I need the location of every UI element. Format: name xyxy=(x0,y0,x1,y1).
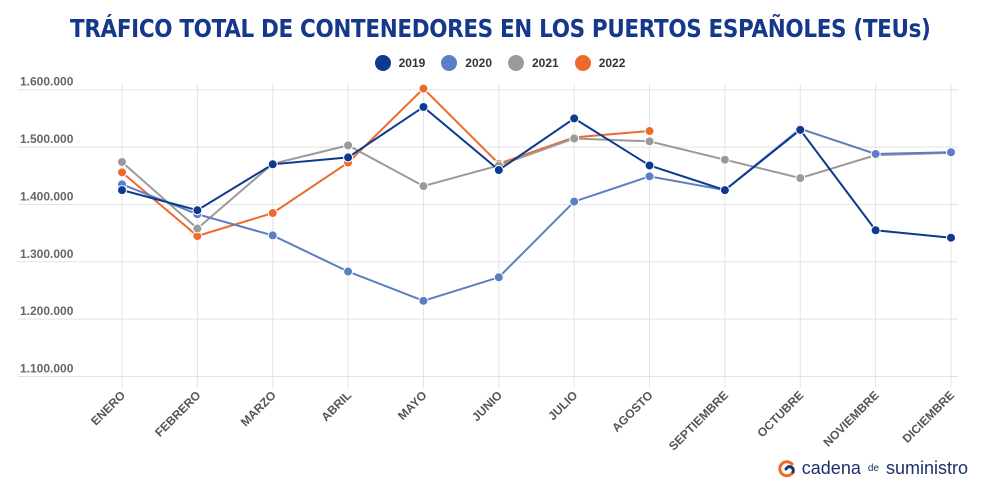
legend-swatch xyxy=(374,55,391,71)
data-point-2019 xyxy=(267,159,278,170)
data-point-2019 xyxy=(418,101,429,112)
data-point-2021 xyxy=(795,173,806,184)
data-point-2019 xyxy=(569,113,580,124)
x-tick-label: ENERO xyxy=(88,388,128,428)
legend-item-2020: 2020 xyxy=(441,55,492,71)
data-point-2021 xyxy=(192,223,203,234)
data-point-2022 xyxy=(267,208,278,219)
x-tick-label: NOVIEMBRE xyxy=(820,388,881,449)
series-line-2020 xyxy=(121,127,952,302)
data-point-2019 xyxy=(644,160,655,171)
legend-label: 2020 xyxy=(465,56,492,70)
legend-item-2021: 2021 xyxy=(508,55,559,71)
x-tick-label: FEBRERO xyxy=(152,388,203,439)
data-point-2019 xyxy=(870,225,881,236)
x-tick-label: AGOSTO xyxy=(609,388,656,435)
brand-name-part1: cadena xyxy=(801,458,861,478)
legend-swatch xyxy=(508,55,524,71)
data-point-2020 xyxy=(493,272,504,283)
data-point-2020 xyxy=(418,295,429,306)
brand-name-part2: de xyxy=(867,463,879,474)
y-tick-label: 1.500.000 xyxy=(20,132,74,146)
chart-legend: 2019 2020 2021 2022 xyxy=(0,55,1000,71)
data-point-2019 xyxy=(192,205,203,216)
x-tick-label: ABRIL xyxy=(318,388,354,424)
data-point-2020 xyxy=(946,147,956,158)
y-tick-label: 1.300.000 xyxy=(20,247,74,261)
legend-label: 2022 xyxy=(598,56,626,70)
data-point-2019 xyxy=(719,185,730,196)
data-point-2020 xyxy=(343,266,354,277)
data-point-2021 xyxy=(343,140,354,151)
series-2019 xyxy=(117,101,956,243)
series-line-2021 xyxy=(121,137,952,230)
brand-logo: cadena de suministro xyxy=(776,458,968,479)
data-point-2022 xyxy=(117,167,127,178)
data-point-2019 xyxy=(493,165,504,176)
data-point-2020 xyxy=(870,148,881,159)
x-tick-label: JUNIO xyxy=(469,388,505,424)
data-point-2021 xyxy=(418,181,429,192)
data-point-2020 xyxy=(267,230,278,241)
x-tick-label: DICIEMBRE xyxy=(900,388,958,446)
series-line-2019 xyxy=(121,105,952,239)
data-point-2021 xyxy=(117,157,127,168)
legend-swatch xyxy=(574,55,591,71)
data-point-2021 xyxy=(644,136,655,147)
legend-swatch xyxy=(441,55,458,71)
brand-name-part3: suministro xyxy=(885,458,968,478)
series-2020 xyxy=(117,123,956,306)
chart-title: TRÁFICO TOTAL DE CONTENEDORES EN LOS PUE… xyxy=(70,14,931,43)
data-point-2021 xyxy=(719,154,730,165)
data-point-2019 xyxy=(795,124,806,135)
data-point-2020 xyxy=(644,171,655,182)
data-point-2022 xyxy=(418,83,429,94)
data-point-2021 xyxy=(569,133,580,144)
y-tick-label: 1.200.000 xyxy=(20,304,74,318)
legend-item-2019: 2019 xyxy=(374,55,426,71)
x-tick-label: OCTUBRE xyxy=(755,388,807,440)
x-tick-label: SEPTIEMBRE xyxy=(666,388,731,453)
x-tick-label: MARZO xyxy=(238,388,279,429)
x-tick-label: JULIO xyxy=(545,388,580,423)
y-tick-label: 1.100.000 xyxy=(20,362,74,376)
legend-label: 2021 xyxy=(532,56,559,70)
legend-item-2022: 2022 xyxy=(574,55,626,71)
x-tick-label: MAYO xyxy=(395,388,430,423)
y-tick-label: 1.400.000 xyxy=(20,189,74,203)
series-line-2022 xyxy=(121,87,650,238)
data-point-2020 xyxy=(569,196,580,207)
data-point-2019 xyxy=(343,152,354,163)
data-point-2022 xyxy=(644,126,655,137)
legend-label: 2019 xyxy=(398,56,426,70)
cadena-de-suministro-logo-icon xyxy=(778,459,795,477)
series-2021 xyxy=(117,133,956,234)
data-point-2019 xyxy=(117,185,127,196)
data-point-2019 xyxy=(946,232,956,243)
y-tick-label: 1.600.000 xyxy=(20,75,74,89)
